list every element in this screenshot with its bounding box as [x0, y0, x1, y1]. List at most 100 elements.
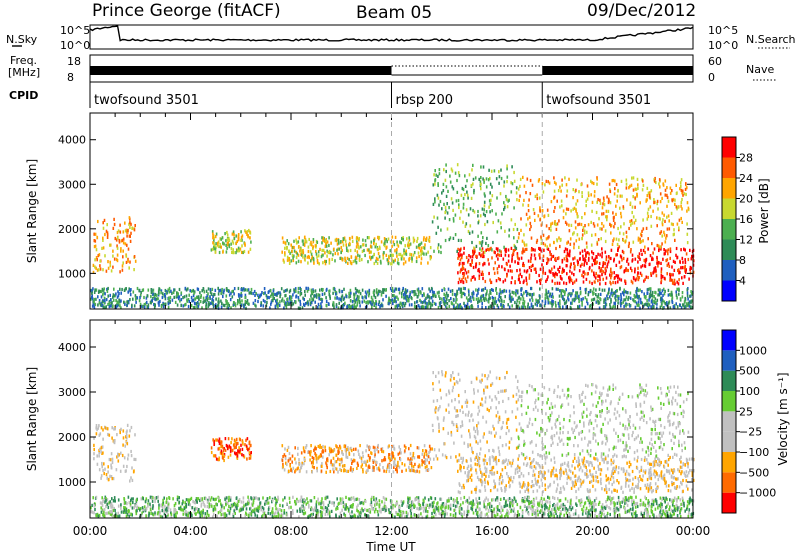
echo-cell — [582, 275, 585, 279]
echo-cell — [284, 246, 286, 250]
echo-cell — [355, 255, 357, 259]
echo-cell — [625, 268, 627, 273]
echo-cell — [681, 197, 683, 202]
echo-cell — [408, 299, 410, 303]
echo-cell — [474, 277, 476, 281]
echo-cell — [245, 306, 247, 310]
echo-cell — [378, 235, 381, 240]
echo-cell — [611, 288, 613, 292]
echo-cell — [150, 295, 152, 299]
echo-cell — [378, 300, 381, 304]
echo-cell — [297, 286, 300, 291]
echo-cell — [466, 190, 468, 194]
echo-cell — [672, 197, 675, 202]
echo-cell — [570, 209, 572, 213]
echo-cell — [641, 264, 644, 268]
echo-cell — [212, 438, 214, 442]
echo-cell — [103, 301, 106, 305]
echo-cell — [631, 482, 634, 486]
echo-cell — [592, 302, 594, 306]
echo-cell — [481, 288, 483, 292]
echo-cell — [656, 255, 658, 260]
echo-cell — [144, 302, 147, 306]
echo-cell — [348, 452, 351, 456]
echo-cell — [566, 241, 568, 245]
echo-cell — [158, 291, 160, 295]
echo-cell — [316, 259, 319, 263]
echo-cell — [589, 469, 591, 473]
echo-cell — [241, 244, 243, 248]
echo-cell — [582, 254, 584, 258]
echo-cell — [592, 298, 595, 302]
echo-cell — [676, 485, 678, 489]
echo-cell — [109, 264, 112, 268]
echo-cell — [112, 293, 115, 297]
echo-cell — [374, 453, 376, 457]
echo-cell — [229, 449, 232, 453]
echo-cell — [225, 294, 228, 298]
echo-cell — [100, 446, 103, 450]
echo-cell — [652, 257, 654, 261]
echo-cell — [220, 442, 222, 446]
echo-cell — [587, 293, 590, 297]
echo-cell — [639, 288, 641, 292]
nsearch-tick-high: 10^5 — [708, 24, 738, 37]
echo-cell — [355, 447, 357, 451]
echo-cell — [537, 179, 540, 183]
echo-cell — [482, 177, 484, 181]
echo-cell — [275, 292, 277, 296]
echo-cell — [551, 255, 553, 259]
echo-cell — [385, 469, 388, 474]
echo-cell — [325, 299, 328, 303]
echo-cell — [130, 222, 132, 226]
echo-cell — [584, 248, 586, 252]
echo-cell — [646, 217, 649, 221]
echo-cell — [579, 286, 582, 291]
echo-cell — [241, 238, 243, 242]
echo-cell — [543, 473, 545, 477]
echo-cell — [116, 236, 119, 240]
echo-cell — [541, 263, 543, 267]
echo-cell — [469, 207, 472, 211]
echo-cell — [330, 447, 332, 451]
echo-cell — [224, 448, 227, 452]
echo-cell — [680, 460, 682, 464]
echo-cell — [150, 291, 153, 295]
echo-cell — [218, 437, 221, 441]
echo-cell — [617, 471, 620, 475]
echo-cell — [95, 266, 97, 270]
echo-cell — [327, 250, 330, 255]
echo-cell — [555, 489, 558, 493]
echo-cell — [324, 259, 326, 263]
echo-cell — [580, 222, 583, 227]
echo-cell — [517, 457, 519, 461]
echo-cell — [539, 209, 541, 213]
echo-cell — [689, 468, 691, 473]
echo-cell — [105, 229, 108, 233]
echo-cell — [452, 217, 455, 221]
echo-cell — [459, 248, 461, 252]
echo-cell — [437, 225, 439, 229]
echo-cell — [674, 282, 676, 286]
echo-cell — [631, 210, 633, 215]
echo-cell — [424, 305, 427, 309]
echo-cell — [552, 466, 555, 470]
echo-cell — [462, 202, 465, 206]
echo-cell — [511, 165, 513, 169]
echo-cell — [666, 301, 668, 305]
echo-cell — [625, 178, 628, 182]
echo-cell — [369, 456, 371, 460]
echo-cell — [475, 254, 477, 258]
echo-cell — [629, 250, 632, 254]
echo-cell — [628, 241, 630, 245]
echo-cell — [552, 469, 555, 474]
echo-cell — [581, 249, 584, 253]
echo-cell — [129, 429, 131, 433]
echo-cell — [356, 242, 358, 246]
echo-cell — [579, 290, 582, 294]
echo-cell — [431, 299, 434, 303]
echo-cell — [202, 300, 204, 304]
echo-cell — [359, 292, 362, 296]
echo-cell — [686, 241, 689, 245]
echo-cell — [122, 436, 125, 440]
